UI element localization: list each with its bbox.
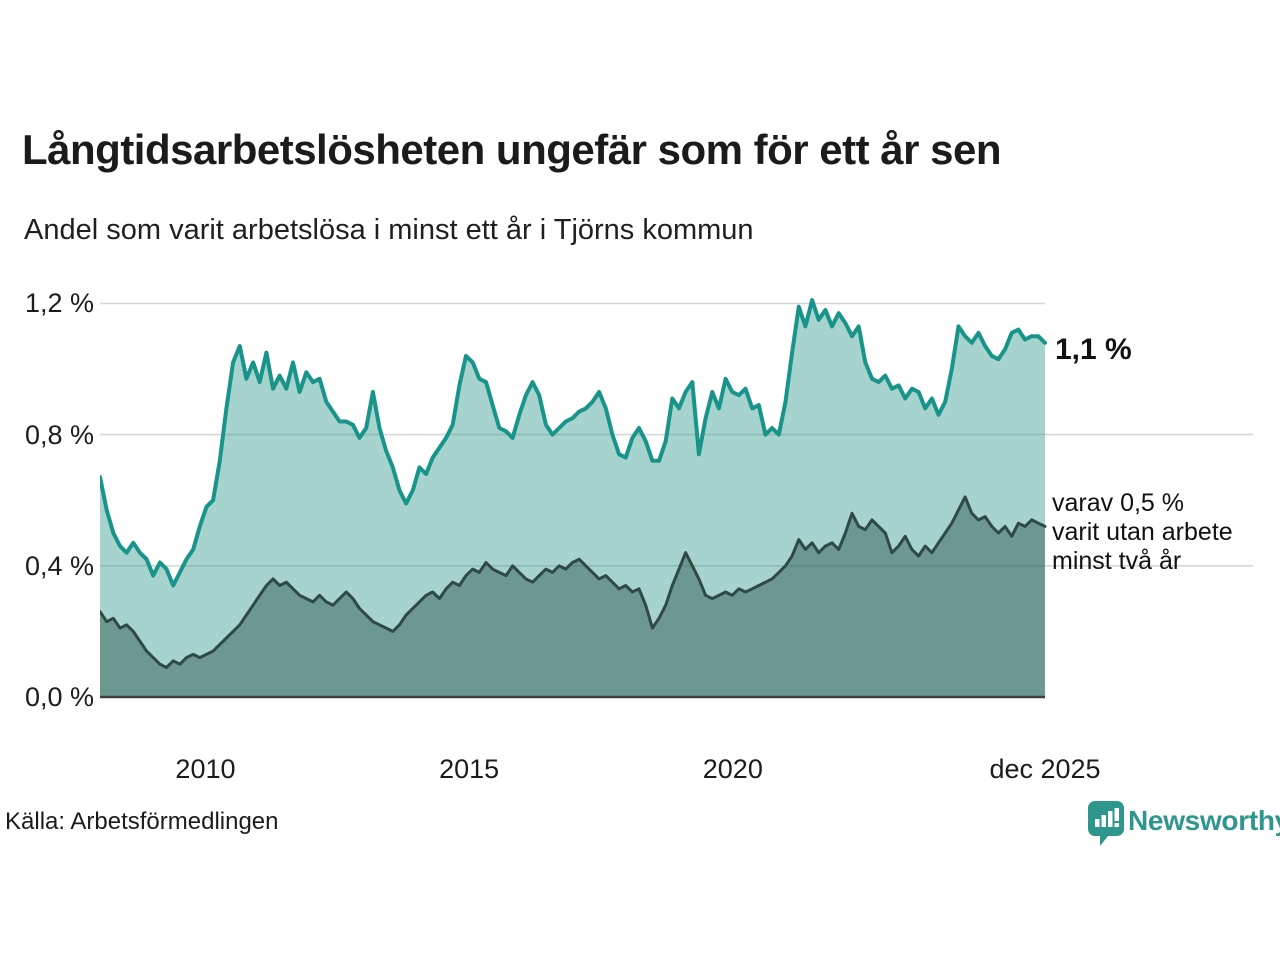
series-area-total <box>100 300 1045 697</box>
newsworthy-bubble-chart-icon <box>1088 801 1124 846</box>
x-axis-label: 2020 <box>702 754 763 784</box>
series-line-two-year <box>100 495 1047 669</box>
two-year-annotation-line: varit utan arbete <box>1052 518 1233 546</box>
y-axis-label: 1,2 % <box>24 288 94 319</box>
latest-total-annotation: 1,1 % <box>1055 333 1132 366</box>
two-year-annotation-line: minst två år <box>1052 547 1182 575</box>
x-axis-label: 2015 <box>439 754 500 784</box>
area-chart <box>100 298 1253 699</box>
two-year-annotation-line: varav 0,5 % <box>1052 489 1185 517</box>
series-line-total <box>100 298 1047 588</box>
newsworthy-logo: Newsworthy <box>1087 800 1280 850</box>
y-axis-label: 0,8 % <box>24 419 94 450</box>
y-axis-label: 0,4 % <box>24 550 94 581</box>
newsworthy-wordmark: Newsworthy <box>1128 805 1280 836</box>
chart-subtitle: Andel som varit arbetslösa i minst ett å… <box>24 214 754 246</box>
y-axis-label: 0,0 % <box>24 682 94 712</box>
page-title: Långtidsarbetslösheten ungefär som för e… <box>22 126 1002 173</box>
x-axis-label: 2010 <box>175 754 236 784</box>
source-caption: Källa: Arbetsförmedlingen <box>5 808 279 835</box>
x-axis-label: dec 2025 <box>989 754 1101 784</box>
two-year-annotation: varav 0,5 % varit utan arbete minst två … <box>1052 489 1233 576</box>
